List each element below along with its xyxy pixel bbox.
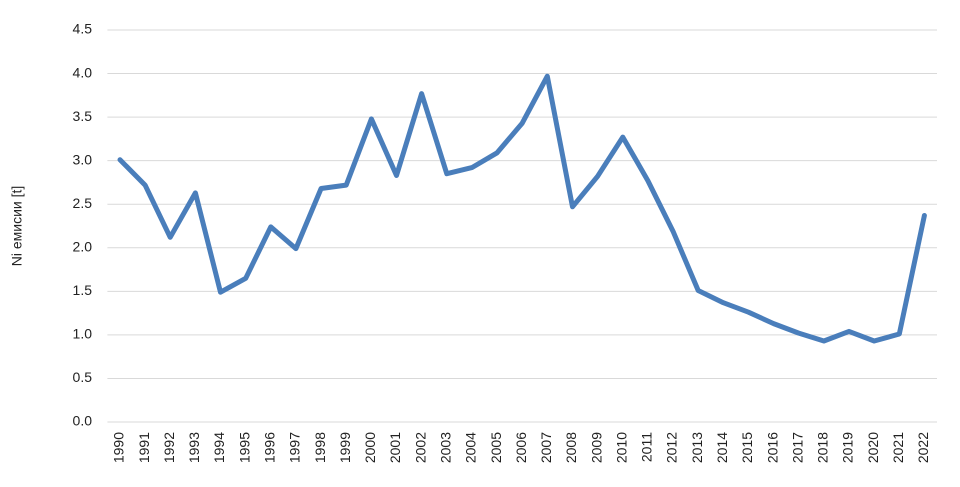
x-tick-label: 2008 — [563, 432, 579, 463]
x-tick-label: 2000 — [362, 432, 378, 463]
x-tick-label: 1992 — [161, 432, 177, 463]
x-tick-label: 1994 — [211, 432, 227, 463]
x-tick-label: 1991 — [136, 432, 152, 463]
x-tick-label: 2009 — [588, 432, 604, 463]
y-tick-label: 4.0 — [73, 64, 93, 80]
y-tick-label: 4.5 — [73, 21, 93, 37]
x-tick-label: 2007 — [538, 432, 554, 463]
x-tick-label: 2012 — [664, 432, 680, 463]
y-tick-label: 0.0 — [73, 413, 93, 429]
x-tick-label: 2018 — [815, 432, 831, 463]
x-tick-label: 2010 — [613, 432, 629, 463]
x-tick-label: 2015 — [739, 432, 755, 463]
y-tick-label: 3.5 — [73, 108, 93, 124]
y-tick-label: 1.0 — [73, 326, 93, 342]
x-tick-label: 1997 — [287, 432, 303, 463]
x-tick-label: 2011 — [639, 432, 655, 462]
x-tick-label: 1995 — [236, 432, 252, 463]
x-tick-label: 1996 — [262, 432, 278, 463]
x-tick-label: 2014 — [714, 432, 730, 463]
y-tick-label: 2.5 — [73, 195, 93, 211]
x-tick-label: 2003 — [437, 432, 453, 463]
x-tick-label: 2001 — [387, 432, 403, 463]
x-tick-label: 2020 — [865, 432, 881, 463]
y-tick-label: 2.0 — [73, 238, 93, 254]
x-tick-label: 1998 — [312, 432, 328, 463]
x-tick-label: 2019 — [840, 432, 856, 463]
y-tick-label: 1.5 — [73, 282, 93, 298]
x-tick-label: 2016 — [764, 432, 780, 463]
x-tick-label: 2006 — [513, 432, 529, 463]
x-tick-label: 1993 — [186, 432, 202, 463]
x-tick-label: 1990 — [111, 432, 127, 463]
x-tick-label: 2017 — [789, 432, 805, 463]
x-tick-label: 2022 — [915, 432, 931, 463]
x-tick-label: 1999 — [337, 432, 353, 463]
x-tick-label: 2021 — [890, 432, 906, 463]
x-tick-label: 2005 — [488, 432, 504, 463]
y-tick-label: 3.0 — [73, 151, 93, 167]
x-tick-label: 2002 — [412, 432, 428, 463]
x-tick-label: 2004 — [463, 432, 479, 463]
y-tick-label: 0.5 — [73, 369, 93, 385]
y-axis-label: Ni емисии [t] — [9, 186, 25, 267]
x-tick-label: 2013 — [689, 432, 705, 463]
data-line — [117, 73, 927, 344]
